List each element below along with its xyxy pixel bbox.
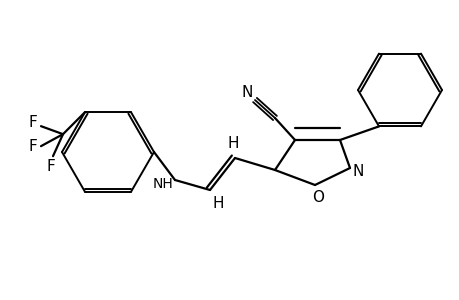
Text: N: N: [241, 85, 252, 100]
Text: F: F: [46, 159, 55, 174]
Text: H: H: [212, 196, 223, 211]
Text: NH: NH: [152, 177, 173, 191]
Text: O: O: [311, 190, 323, 205]
Text: H: H: [227, 136, 238, 152]
Text: F: F: [28, 115, 37, 130]
Text: F: F: [28, 139, 37, 154]
Text: N: N: [352, 164, 363, 179]
